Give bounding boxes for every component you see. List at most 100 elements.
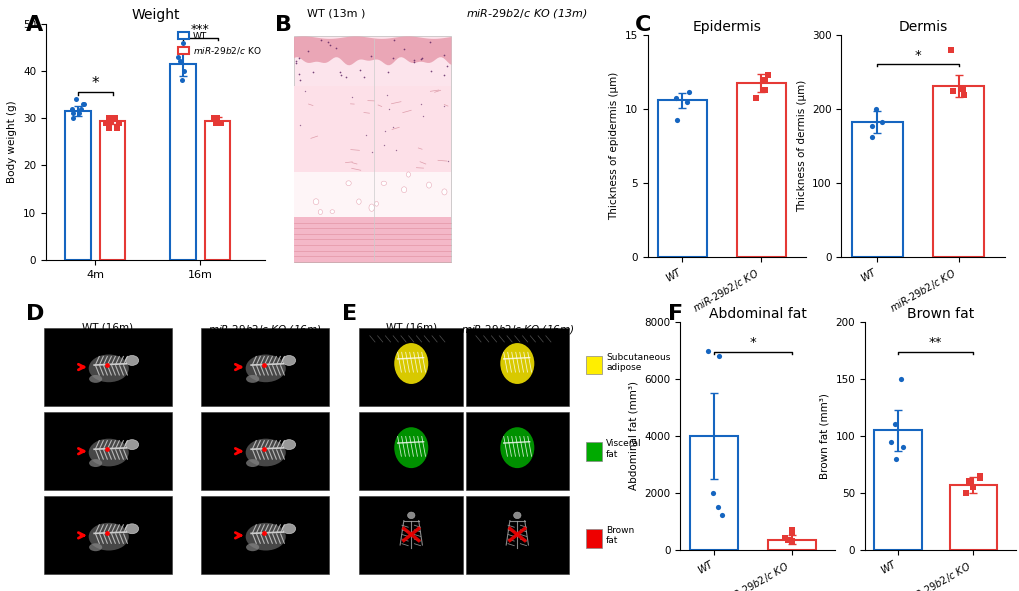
Point [435, 101, 451, 111]
Point [313, 35, 329, 45]
Ellipse shape [246, 375, 259, 383]
Point [378, 90, 394, 100]
Ellipse shape [89, 355, 128, 382]
Point [74, 99, 91, 109]
Point [776, 534, 793, 543]
Point [942, 46, 958, 55]
Ellipse shape [345, 181, 351, 186]
Point [756, 86, 772, 95]
FancyBboxPatch shape [465, 328, 569, 405]
Text: B: B [275, 15, 292, 35]
Y-axis label: Thickness of dermis (μm): Thickness of dermis (μm) [796, 80, 806, 212]
Point [964, 482, 980, 492]
Point [71, 109, 88, 118]
Text: WT (13m ): WT (13m ) [307, 9, 365, 19]
Point [384, 53, 400, 63]
Point [439, 156, 455, 165]
Point [175, 38, 192, 47]
Point [971, 473, 987, 483]
Title: Epidermis: Epidermis [692, 20, 760, 34]
Bar [736, 83, 786, 257]
Point [101, 113, 117, 123]
Point [72, 104, 89, 113]
Point [321, 40, 337, 50]
Text: F: F [667, 304, 683, 324]
Point [747, 93, 763, 102]
FancyBboxPatch shape [201, 328, 328, 405]
Point [713, 511, 730, 520]
FancyBboxPatch shape [293, 86, 451, 172]
Bar [100, 121, 125, 260]
Point [208, 118, 224, 128]
Point [291, 70, 308, 79]
Bar [873, 430, 921, 550]
Bar [949, 485, 997, 550]
Text: *: * [749, 336, 756, 349]
Point [892, 374, 908, 384]
Point [954, 84, 970, 93]
Point [710, 352, 727, 361]
Ellipse shape [246, 355, 285, 382]
Ellipse shape [514, 512, 521, 519]
FancyBboxPatch shape [201, 496, 328, 574]
Ellipse shape [408, 512, 415, 519]
Text: $miR$-$29b2/c$ KO (16m): $miR$-$29b2/c$ KO (16m) [461, 323, 574, 336]
Point [287, 56, 304, 65]
Point [863, 133, 879, 142]
Point [110, 118, 126, 128]
Point [415, 111, 431, 121]
Ellipse shape [282, 440, 296, 450]
Point [380, 104, 396, 113]
Point [395, 44, 412, 53]
Point [351, 66, 367, 75]
Ellipse shape [125, 524, 139, 534]
Point [882, 437, 899, 446]
Point [327, 43, 343, 53]
Point [956, 90, 972, 99]
Point [337, 73, 354, 82]
Ellipse shape [246, 543, 259, 551]
Point [206, 113, 222, 123]
Point [375, 140, 391, 150]
Title: Brown fat: Brown fat [906, 307, 973, 321]
Point [438, 61, 454, 70]
Point [780, 535, 796, 544]
Ellipse shape [394, 343, 428, 384]
Ellipse shape [125, 356, 139, 365]
Y-axis label: Brown fat (mm³): Brown fat (mm³) [819, 393, 829, 479]
Title: Dermis: Dermis [898, 20, 947, 34]
Point [172, 47, 189, 57]
FancyBboxPatch shape [201, 412, 328, 490]
Text: A: A [25, 15, 43, 35]
Point [386, 35, 403, 44]
Point [176, 66, 193, 76]
FancyBboxPatch shape [586, 356, 602, 374]
Point [255, 361, 271, 370]
Point [305, 67, 321, 77]
Ellipse shape [330, 210, 334, 213]
Point [894, 443, 910, 452]
FancyBboxPatch shape [293, 217, 451, 262]
Text: **: ** [928, 336, 942, 349]
Text: *: * [914, 49, 920, 62]
Ellipse shape [125, 440, 139, 450]
Point [413, 99, 429, 109]
Text: D: D [25, 304, 44, 324]
Point [783, 528, 799, 537]
FancyBboxPatch shape [293, 37, 451, 262]
FancyBboxPatch shape [359, 328, 463, 405]
Point [65, 109, 82, 118]
Point [413, 54, 429, 64]
Point [363, 51, 379, 61]
FancyBboxPatch shape [359, 496, 463, 574]
Bar [205, 121, 230, 260]
Point [784, 525, 800, 534]
Point [970, 471, 986, 480]
Ellipse shape [426, 182, 431, 188]
Legend: WT, $miR$-$29b2/c$ KO: WT, $miR$-$29b2/c$ KO [174, 28, 265, 60]
Text: WT (16m): WT (16m) [385, 323, 436, 333]
Text: *: * [92, 76, 99, 91]
Point [356, 72, 372, 81]
Point [98, 361, 114, 370]
Point [873, 117, 890, 126]
